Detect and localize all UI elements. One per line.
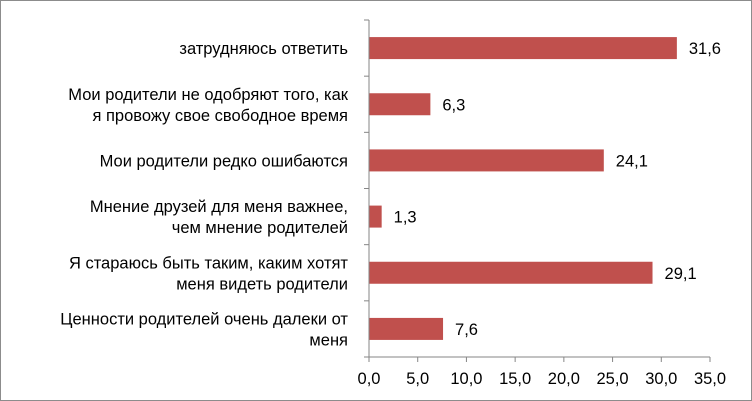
data-label: 6,3 bbox=[442, 96, 465, 114]
bar bbox=[369, 261, 653, 284]
data-label: 1,3 bbox=[394, 209, 417, 227]
bar bbox=[369, 149, 604, 172]
category-label: Я стараюсь быть таким, каким хотят bbox=[69, 254, 348, 272]
category-label: Мнение друзей для меня важнее, bbox=[90, 198, 348, 216]
category-label: Ценности родителей очень далеки от bbox=[60, 310, 348, 328]
category-label: меня bbox=[309, 331, 348, 349]
category-label: меня видеть родители bbox=[176, 275, 348, 293]
category-label: Мои родители не одобряют того, как bbox=[68, 86, 348, 104]
x-tick-label: 5,0 bbox=[406, 370, 429, 388]
x-tick-label: 15,0 bbox=[499, 370, 531, 388]
data-label: 31,6 bbox=[689, 40, 721, 58]
bar bbox=[369, 317, 444, 340]
bar bbox=[369, 37, 677, 60]
x-tick-label: 0,0 bbox=[358, 370, 381, 388]
data-label: 29,1 bbox=[665, 265, 697, 283]
category-label: Мои родители редко ошибаются bbox=[100, 152, 348, 170]
data-label: 7,6 bbox=[455, 321, 478, 339]
x-tick-label: 10,0 bbox=[450, 370, 482, 388]
x-tick-label: 35,0 bbox=[694, 370, 726, 388]
bar bbox=[369, 93, 431, 116]
x-tick-label: 30,0 bbox=[645, 370, 677, 388]
x-tick-label: 20,0 bbox=[548, 370, 580, 388]
category-label: я провожу свое свободное время bbox=[92, 107, 348, 125]
category-label: чем мнение родителей bbox=[172, 219, 348, 237]
category-label: затрудняюсь ответить bbox=[179, 40, 348, 58]
x-tick-label: 25,0 bbox=[597, 370, 629, 388]
bar bbox=[369, 205, 382, 228]
data-label: 24,1 bbox=[616, 152, 648, 170]
